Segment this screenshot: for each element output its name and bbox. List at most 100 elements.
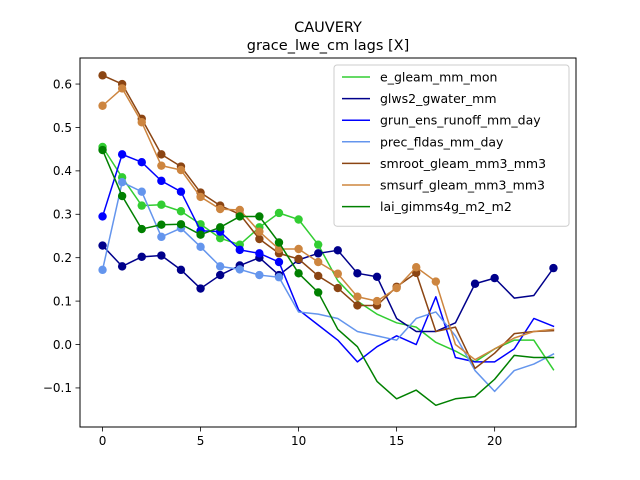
series-smsurf_gleam_mm3_mm3 [98, 84, 555, 361]
data-point-e_gleam_mm_mon [157, 200, 166, 209]
data-point-smsurf_gleam_mm3_mm3 [235, 205, 244, 215]
data-point-smsurf_gleam_mm3_mm3 [294, 244, 303, 254]
data-point-smsurf_gleam_mm3_mm3 [137, 118, 146, 127]
data-point-glws2_gwater_mm [333, 246, 342, 255]
data-point-glws2_gwater_mm [470, 279, 480, 288]
axes-frame [79, 57, 577, 428]
x-tick-label: 15 [389, 434, 404, 448]
series-line-glws2_gwater_mm [101, 244, 555, 333]
data-point-e_gleam_mm_mon [294, 215, 303, 224]
y-tick-label: 0.4 [53, 164, 72, 178]
data-point-lai_gimms4g_m2_m2 [196, 230, 205, 239]
series-glws2_gwater_mm [98, 241, 558, 333]
data-point-prec_fldas_mm_day [157, 232, 166, 242]
series-grun_ens_runoff_mm_day [98, 150, 555, 363]
data-point-smsurf_gleam_mm3_mm3 [117, 84, 127, 93]
data-point-lai_gimms4g_m2_m2 [294, 269, 303, 278]
data-point-smroot_gleam_mm3_mm3 [314, 271, 323, 281]
legend-label-lai_gimms4g_m2_m2: lai_gimms4g_m2_m2 [380, 199, 512, 214]
legend-label-prec_fldas_mm_day: prec_fldas_mm_day [380, 134, 504, 149]
series-prec_fldas_mm_day [98, 177, 555, 393]
data-point-smsurf_gleam_mm3_mm3 [412, 263, 421, 272]
data-point-prec_fldas_mm_day [255, 270, 264, 280]
legend-label-grun_ens_runoff_mm_day: grun_ens_runoff_mm_day [380, 113, 541, 128]
data-point-lai_gimms4g_m2_m2 [314, 288, 323, 297]
data-point-e_gleam_mm_mon [215, 233, 225, 243]
chart-subtitle: grace_lwe_cm lags [X] [247, 38, 410, 54]
data-point-smroot_gleam_mm3_mm3 [333, 283, 342, 293]
data-point-smsurf_gleam_mm3_mm3 [314, 257, 323, 267]
data-point-prec_fldas_mm_day [117, 177, 127, 187]
y-tick-label: −0.1 [43, 381, 72, 395]
x-tick-label: 5 [197, 434, 205, 448]
data-point-prec_fldas_mm_day [196, 242, 205, 252]
legend-label-smsurf_gleam_mm3_mm3: smsurf_gleam_mm3_mm3 [380, 178, 545, 193]
y-tick-label: 0.3 [53, 208, 72, 222]
data-point-smroot_gleam_mm3_mm3 [157, 150, 166, 159]
data-point-prec_fldas_mm_day [137, 187, 146, 196]
data-point-grun_ens_runoff_mm_day [137, 157, 146, 167]
data-point-prec_fldas_mm_day [98, 265, 107, 275]
data-point-smroot_gleam_mm3_mm3 [353, 301, 362, 310]
data-point-smsurf_gleam_mm3_mm3 [98, 101, 107, 110]
data-point-glws2_gwater_mm [157, 251, 166, 260]
data-point-grun_ens_runoff_mm_day [235, 245, 244, 255]
data-point-prec_fldas_mm_day [215, 262, 225, 271]
data-point-smsurf_gleam_mm3_mm3 [255, 227, 264, 236]
data-point-smsurf_gleam_mm3_mm3 [392, 283, 401, 293]
data-point-lai_gimms4g_m2_m2 [176, 220, 186, 229]
data-point-prec_fldas_mm_day [274, 273, 284, 282]
data-point-lai_gimms4g_m2_m2 [117, 191, 127, 201]
legend-box [333, 64, 570, 227]
data-point-grun_ens_runoff_mm_day [255, 249, 264, 258]
y-tick-label: 0.2 [53, 251, 72, 265]
data-point-lai_gimms4g_m2_m2 [98, 145, 107, 155]
plot-area [98, 71, 558, 407]
data-point-lai_gimms4g_m2_m2 [215, 223, 225, 232]
data-point-smsurf_gleam_mm3_mm3 [431, 277, 441, 286]
data-point-lai_gimms4g_m2_m2 [157, 220, 166, 229]
series-lai_gimms4g_m2_m2 [98, 145, 555, 407]
data-point-smsurf_gleam_mm3_mm3 [157, 161, 166, 170]
data-point-glws2_gwater_mm [314, 249, 323, 258]
data-point-smsurf_gleam_mm3_mm3 [196, 192, 205, 202]
data-point-glws2_gwater_mm [490, 273, 499, 283]
y-tick-label: 0.0 [53, 338, 72, 352]
data-point-prec_fldas_mm_day [235, 265, 244, 274]
data-point-smsurf_gleam_mm3_mm3 [353, 292, 362, 301]
data-point-grun_ens_runoff_mm_day [176, 187, 186, 196]
data-point-grun_ens_runoff_mm_day [274, 257, 284, 267]
data-point-glws2_gwater_mm [215, 270, 225, 280]
data-point-grun_ens_runoff_mm_day [117, 150, 127, 159]
legend-label-glws2_gwater_mm: glws2_gwater_mm [380, 91, 497, 106]
y-tick-label: 0.1 [53, 294, 72, 308]
data-point-lai_gimms4g_m2_m2 [235, 212, 244, 221]
data-point-lai_gimms4g_m2_m2 [137, 224, 146, 234]
data-point-glws2_gwater_mm [196, 284, 205, 293]
x-tick-label: 20 [487, 434, 502, 448]
data-point-smroot_gleam_mm3_mm3 [294, 254, 303, 264]
data-point-grun_ens_runoff_mm_day [157, 176, 166, 186]
data-point-glws2_gwater_mm [549, 263, 558, 273]
legend-label-smroot_gleam_mm3_mm3: smroot_gleam_mm3_mm3 [380, 156, 546, 171]
axes: 0 5 10 15 20 −0.1 0.0 0.1 0.2 0.3 0.4 0.5 0.6 [43, 57, 577, 448]
data-point-smroot_gleam_mm3_mm3 [255, 234, 264, 244]
data-point-grun_ens_runoff_mm_day [98, 212, 107, 221]
legend-label-e_gleam_mm_mon: e_gleam_mm_mon [380, 70, 497, 85]
data-point-e_gleam_mm_mon [314, 240, 323, 249]
data-point-smroot_gleam_mm3_mm3 [98, 71, 107, 80]
data-point-glws2_gwater_mm [176, 265, 186, 275]
x-tick-label: 10 [291, 434, 306, 448]
legend: e_gleam_mm_mon glws2_gwater_mm grun_ens_ru… [333, 64, 570, 227]
data-point-glws2_gwater_mm [117, 262, 127, 271]
y-tick-label: 0.6 [53, 77, 72, 91]
data-point-smsurf_gleam_mm3_mm3 [372, 296, 382, 306]
y-tick-label: 0.5 [53, 121, 72, 135]
data-point-glws2_gwater_mm [137, 252, 146, 262]
x-tick-label: 0 [99, 434, 107, 448]
data-point-glws2_gwater_mm [353, 269, 362, 278]
data-point-e_gleam_mm_mon [176, 207, 186, 216]
data-point-glws2_gwater_mm [98, 241, 107, 250]
data-point-smsurf_gleam_mm3_mm3 [215, 204, 225, 214]
data-point-glws2_gwater_mm [372, 272, 382, 281]
